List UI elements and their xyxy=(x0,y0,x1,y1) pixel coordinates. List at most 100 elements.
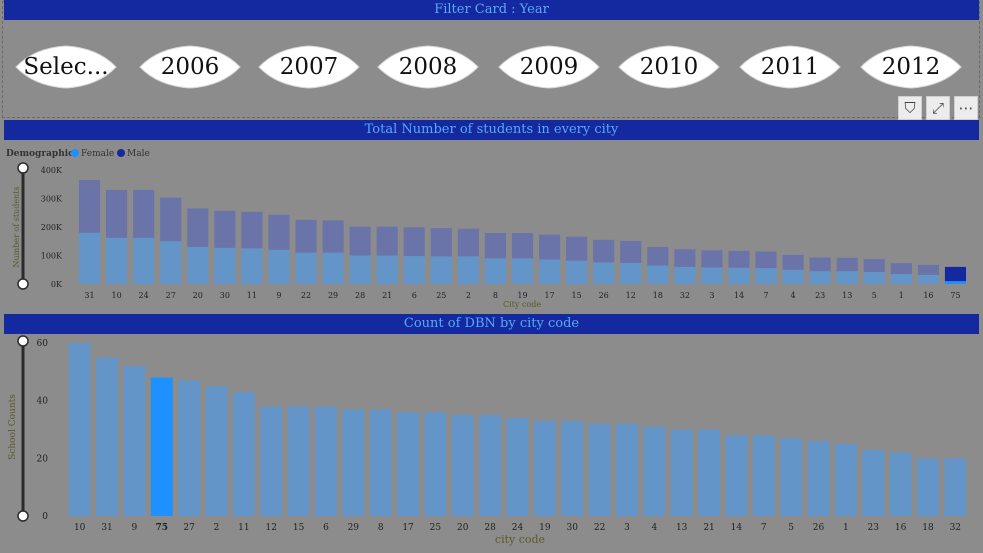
bar-female-8[interactable] xyxy=(484,258,506,284)
bar-26[interactable] xyxy=(807,441,830,516)
year-option-2011[interactable]: 2011 xyxy=(738,44,842,90)
bar-19[interactable] xyxy=(533,420,556,516)
range-slider-bottom-handle[interactable] xyxy=(17,278,29,290)
bar-female-1[interactable] xyxy=(890,274,912,284)
bar-male-2[interactable] xyxy=(457,228,479,257)
bar-31[interactable] xyxy=(96,357,118,516)
bar-female-12[interactable] xyxy=(620,262,642,284)
bar-male-3[interactable] xyxy=(701,250,723,268)
bar-female-30[interactable] xyxy=(214,247,236,284)
bar-female-2[interactable] xyxy=(457,256,479,284)
bar-27[interactable] xyxy=(178,380,201,516)
focus-mode-button[interactable]: ⤢ xyxy=(926,96,950,120)
range-slider-top-handle[interactable] xyxy=(17,162,29,174)
bar-female-16[interactable] xyxy=(917,274,939,284)
filter-button[interactable]: ⛉ xyxy=(898,96,922,120)
bar-11[interactable] xyxy=(232,392,255,516)
bar-male-4[interactable] xyxy=(782,254,804,270)
bar-male-17[interactable] xyxy=(539,234,561,260)
bar-male-15[interactable] xyxy=(566,236,588,261)
bar-75[interactable] xyxy=(150,377,173,516)
bar-female-15[interactable] xyxy=(566,260,588,284)
bar-male-6[interactable] xyxy=(403,227,425,257)
bar-male-27[interactable] xyxy=(160,197,182,242)
bar-1[interactable] xyxy=(834,443,857,516)
year-option-2012[interactable]: 2012 xyxy=(859,44,963,90)
bar-2[interactable] xyxy=(205,386,228,516)
bar-20[interactable] xyxy=(451,415,474,516)
bar-female-25[interactable] xyxy=(430,256,452,284)
bar-23[interactable] xyxy=(862,449,885,516)
range-slider-top-handle[interactable] xyxy=(17,335,29,347)
bar-male-1[interactable] xyxy=(890,263,912,275)
bar-male-19[interactable] xyxy=(511,232,534,259)
bar-female-23[interactable] xyxy=(809,271,831,284)
bar-female-20[interactable] xyxy=(187,246,209,284)
bar-male-11[interactable] xyxy=(241,211,263,249)
bar-female-27[interactable] xyxy=(160,241,182,284)
bar-9[interactable] xyxy=(123,366,146,516)
bar-female-11[interactable] xyxy=(241,248,263,284)
legend-male-label[interactable]: Male xyxy=(127,149,150,159)
bar-female-32[interactable] xyxy=(674,266,696,284)
bar-female-19[interactable] xyxy=(511,258,534,284)
bar-male-26[interactable] xyxy=(593,239,615,263)
bar-male-24[interactable] xyxy=(133,189,155,238)
bar-male-29[interactable] xyxy=(322,220,344,253)
bar-male-14[interactable] xyxy=(728,250,750,268)
bar-male-21[interactable] xyxy=(376,226,398,256)
year-option-select-all[interactable]: Selec... xyxy=(14,44,118,90)
bar-female-14[interactable] xyxy=(728,267,750,284)
bar-32[interactable] xyxy=(944,458,967,516)
bar-4[interactable] xyxy=(643,426,666,516)
bar-female-31[interactable] xyxy=(78,232,101,284)
bar-female-21[interactable] xyxy=(376,255,398,285)
bar-25[interactable] xyxy=(424,412,447,516)
year-option-2010[interactable]: 2010 xyxy=(617,44,721,90)
bar-female-4[interactable] xyxy=(782,269,804,284)
bar-female-17[interactable] xyxy=(539,259,561,284)
year-option-2006[interactable]: 2006 xyxy=(138,44,242,90)
bar-15[interactable] xyxy=(287,406,310,516)
year-option-2007[interactable]: 2007 xyxy=(257,44,361,90)
bar-female-3[interactable] xyxy=(701,267,723,284)
bar-8[interactable] xyxy=(369,409,392,516)
bar-female-28[interactable] xyxy=(349,255,371,285)
bar-female-7[interactable] xyxy=(755,268,777,284)
bar-male-22[interactable] xyxy=(295,219,317,253)
bar-5[interactable] xyxy=(780,438,803,516)
bar-18[interactable] xyxy=(917,458,939,516)
bar-female-26[interactable] xyxy=(593,262,615,284)
bar-3[interactable] xyxy=(616,423,638,516)
bar-male-20[interactable] xyxy=(187,208,209,247)
bar-female-5[interactable] xyxy=(863,272,885,284)
bar-24[interactable] xyxy=(506,417,529,516)
bar-male-28[interactable] xyxy=(349,226,371,256)
bar-6[interactable] xyxy=(315,406,337,516)
bar-14[interactable] xyxy=(725,435,748,516)
bar-female-6[interactable] xyxy=(403,256,425,284)
bar-female-10[interactable] xyxy=(106,237,128,284)
more-options-button[interactable]: ⋯ xyxy=(954,96,978,120)
bar-female-75[interactable] xyxy=(944,281,967,284)
bar-male-32[interactable] xyxy=(674,249,696,267)
bar-male-75[interactable] xyxy=(944,266,967,282)
bar-29[interactable] xyxy=(342,409,365,516)
bar-male-5[interactable] xyxy=(863,259,885,273)
bar-30[interactable] xyxy=(561,420,584,516)
year-option-2008[interactable]: 2008 xyxy=(376,44,480,90)
bar-22[interactable] xyxy=(588,423,611,516)
bar-male-25[interactable] xyxy=(430,228,452,257)
bar-12[interactable] xyxy=(260,406,283,516)
bar-male-31[interactable] xyxy=(78,179,101,233)
bar-female-9[interactable] xyxy=(268,249,290,284)
bar-male-18[interactable] xyxy=(647,246,669,266)
bar-female-13[interactable] xyxy=(836,271,858,284)
bar-17[interactable] xyxy=(397,412,419,516)
bar-male-30[interactable] xyxy=(214,210,236,248)
legend-female-label[interactable]: Female xyxy=(81,149,114,159)
bar-28[interactable] xyxy=(479,415,502,516)
bar-female-29[interactable] xyxy=(322,252,344,284)
bar-male-12[interactable] xyxy=(620,240,642,263)
bar-female-22[interactable] xyxy=(295,252,317,284)
